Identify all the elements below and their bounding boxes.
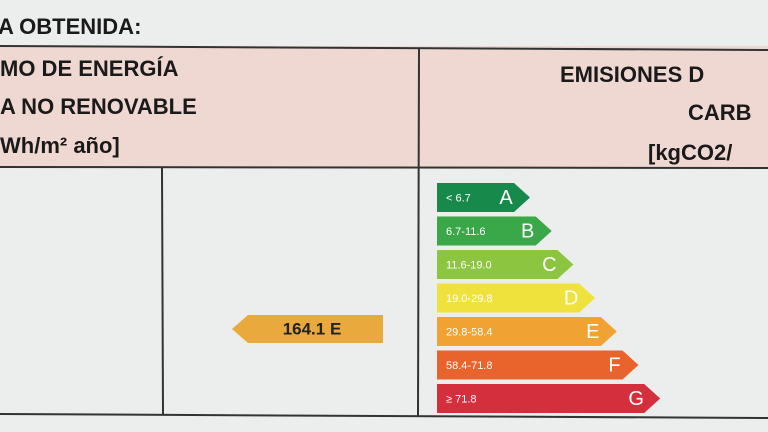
- rule: [417, 47, 420, 417]
- scale-bar: [437, 350, 639, 380]
- energy-scale: < 6.7 A 6.7-11.6 B 11.6-19.0 C 19.0-29.8 D 29.8-…: [437, 183, 661, 413]
- heading: A OBTENIDA:: [0, 14, 141, 39]
- scale-range: 11.6-19.0: [446, 259, 492, 271]
- header-line: [kgCO2/: [648, 140, 732, 165]
- scale-letter: C: [542, 254, 556, 276]
- rating-arrow: [232, 315, 383, 343]
- header-line: Wh/m² año]: [0, 133, 120, 158]
- scale-bar: [437, 317, 617, 346]
- scale-letter: F: [608, 354, 620, 376]
- scale-bar: [437, 384, 661, 413]
- scale-letter: A: [499, 187, 513, 209]
- scale-bar: [437, 183, 530, 212]
- scale-letter: E: [586, 321, 599, 343]
- header-line: EMISIONES D: [560, 62, 704, 87]
- scale-letter: G: [628, 388, 644, 410]
- scale-range: 19.0-29.8: [446, 293, 492, 305]
- scale-range: 58.4-71.8: [446, 360, 492, 372]
- rule: [0, 166, 768, 169]
- scale-range: 6.7-11.6: [446, 226, 486, 238]
- scale-letter: D: [564, 287, 578, 309]
- scale-range: ≥ 71.8: [446, 393, 477, 405]
- scale-bar: [437, 283, 596, 313]
- scale-bar: [437, 250, 574, 279]
- scale-letter: B: [521, 220, 534, 242]
- rule: [161, 167, 164, 416]
- header-line: A NO RENOVABLE: [0, 94, 197, 119]
- header-line: CARB: [688, 100, 752, 125]
- header-band: [0, 46, 768, 168]
- rule: [0, 45, 768, 51]
- rule: [0, 413, 768, 419]
- scale-range: 29.8-58.4: [446, 326, 492, 338]
- header-line: MO DE ENERGÍA: [0, 56, 179, 81]
- rating-label: 164.1 E: [283, 319, 342, 338]
- scale-bar: [437, 216, 552, 246]
- scale-range: < 6.7: [446, 192, 471, 204]
